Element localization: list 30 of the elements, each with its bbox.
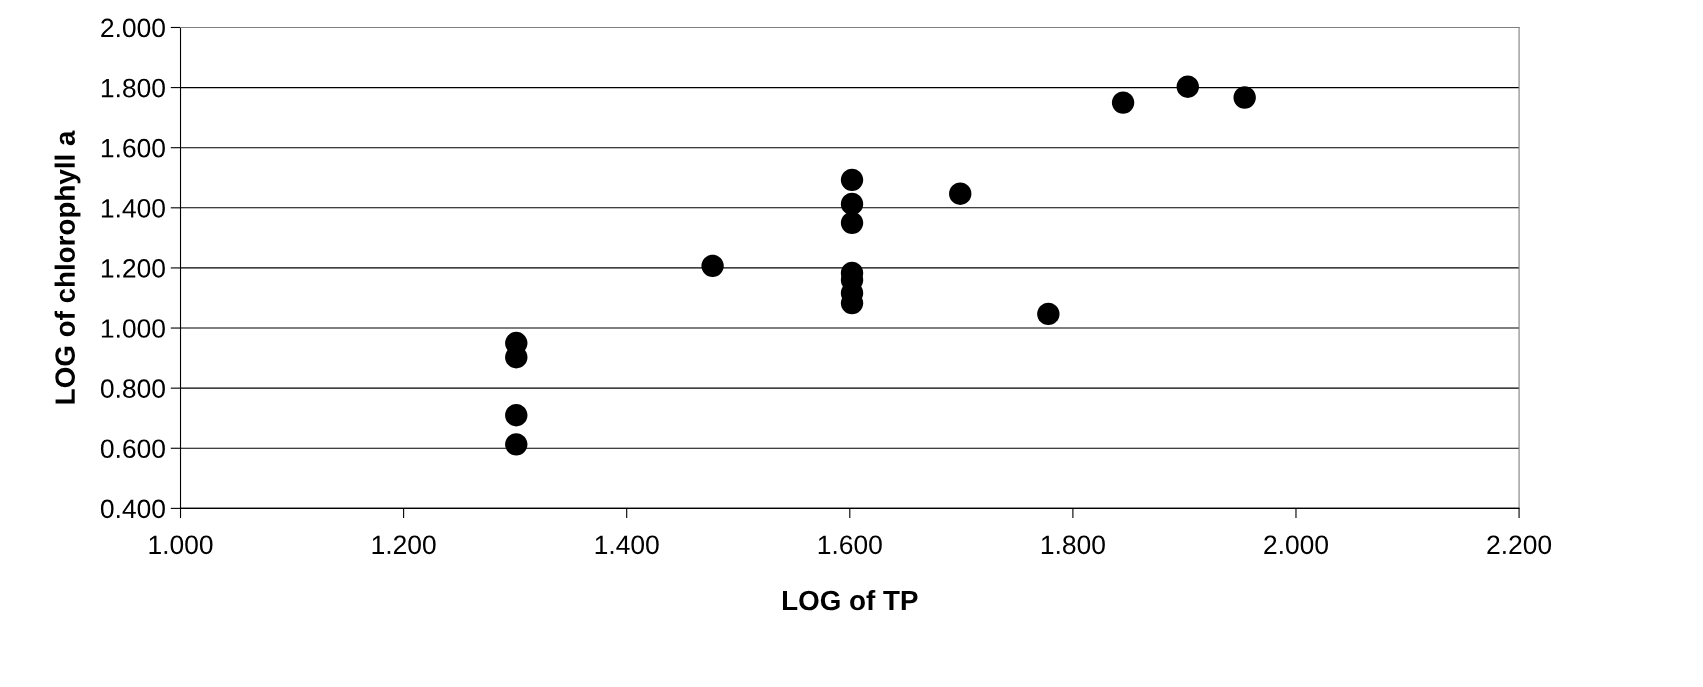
point — [505, 346, 528, 369]
y-tick-label: 1.600 — [101, 138, 165, 158]
x-axis-title: LOG of TP — [782, 589, 918, 611]
x-tick-label: 1.000 — [149, 535, 213, 555]
point — [840, 168, 864, 192]
point — [505, 404, 528, 427]
y-tick-label: 0.400 — [100, 499, 165, 519]
x-tick-label: 1.800 — [1041, 535, 1105, 555]
x-tick-label: 2.000 — [1264, 535, 1328, 555]
point — [701, 254, 724, 278]
point — [505, 433, 528, 456]
x-tick-label: 2.200 — [1487, 535, 1552, 555]
point — [1111, 91, 1135, 114]
x-tick-label: 1.400 — [595, 535, 659, 555]
y-tick-label: 1.000 — [101, 319, 165, 338]
y-tick-label: 0.800 — [100, 379, 165, 398]
y-tick-label: 1.400 — [101, 198, 165, 218]
point — [1176, 75, 1199, 98]
point — [949, 182, 972, 205]
point — [1233, 86, 1256, 109]
y-tick-label: 0.600 — [100, 439, 165, 459]
point — [840, 211, 864, 235]
x-tick-label: 1.200 — [372, 535, 436, 555]
y-tick-label: 1.800 — [101, 78, 165, 98]
y-axis-title: LOG of chlorophyll a — [54, 130, 81, 404]
y-tick-label: 1.200 — [101, 259, 165, 278]
point — [840, 192, 864, 216]
y-tick-label: 2.000 — [101, 18, 165, 38]
x-tick-label: 1.600 — [818, 535, 882, 555]
point — [1037, 302, 1060, 326]
